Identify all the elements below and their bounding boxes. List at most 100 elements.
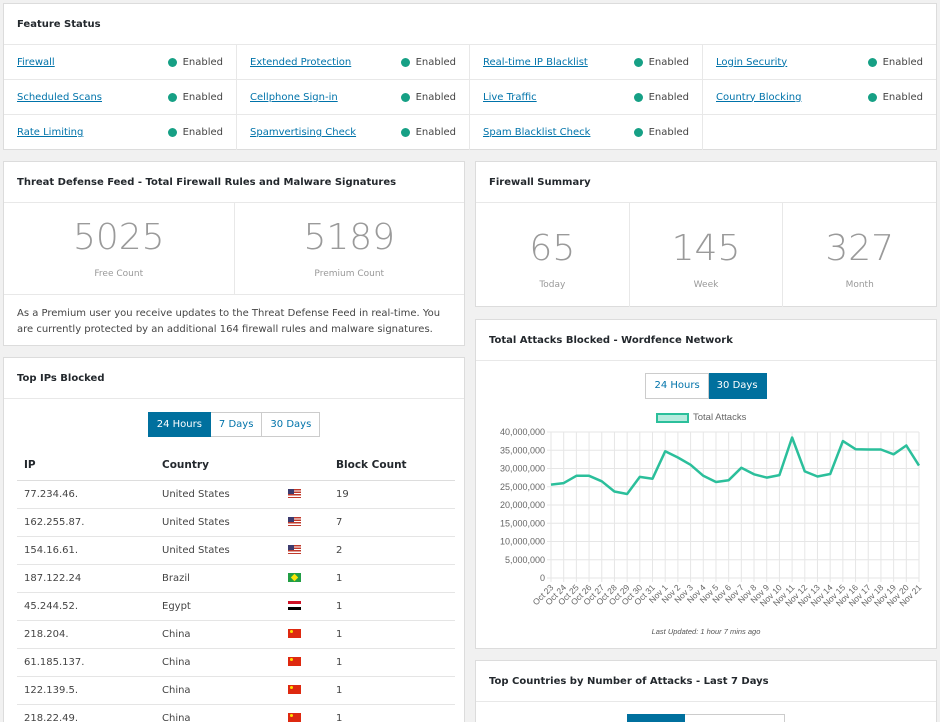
tab-24-hours[interactable]: 24 Hours	[147, 412, 211, 437]
today-label: Today	[539, 280, 566, 290]
feature-link-firewall[interactable]: Firewall	[17, 56, 55, 68]
feature-cellphone-sign-in: Cellphone Sign-in Enabled	[237, 80, 470, 115]
flag-cell	[281, 592, 329, 621]
data-point	[904, 444, 908, 448]
y-tick-label: 40,000,000	[500, 427, 545, 437]
country-cell: United States	[155, 480, 281, 509]
tab-7-days[interactable]: 7 Days	[210, 412, 263, 437]
premium-count-box: 5189 Premium Count	[233, 203, 465, 294]
ip-cell: 187.122.24	[17, 564, 155, 593]
threat-feed-counts: 5025 Free Count 5189 Premium Count	[4, 203, 464, 295]
premium-count-label: Premium Count	[314, 269, 385, 279]
ip-cell: 162.255.87.	[17, 508, 155, 537]
feature-extended-protection: Extended Protection Enabled	[237, 45, 470, 80]
tab-24-hours[interactable]: 24 Hours	[645, 373, 709, 399]
data-point	[866, 448, 870, 452]
week-label: Week	[693, 280, 719, 290]
feature-country-blocking: Country Blocking Enabled	[703, 80, 936, 115]
flag-cn-icon	[288, 657, 301, 666]
month-label: Month	[845, 280, 874, 290]
feature-link-live-traffic[interactable]: Live Traffic	[483, 91, 537, 103]
feature-link-cellphone-sign-in[interactable]: Cellphone Sign-in	[250, 91, 338, 103]
feature-link-rate-limiting[interactable]: Rate Limiting	[17, 127, 84, 138]
flag-column-header	[281, 451, 329, 481]
feature-real-time-ip-blacklist: Real-time IP Blacklist Enabled	[470, 45, 703, 80]
feature-link-spam-blacklist-check[interactable]: Spam Blacklist Check	[483, 127, 591, 138]
feature-link-scheduled-scans[interactable]: Scheduled Scans	[17, 91, 102, 103]
block-count-column-header: Block Count	[329, 451, 455, 481]
ip-cell: 218.204.	[17, 620, 155, 649]
status-dot-icon	[400, 128, 410, 137]
status-dot-icon	[633, 57, 643, 67]
data-point	[879, 448, 883, 452]
ip-cell: 45.244.52.	[17, 592, 155, 621]
table-row: 77.234.46. United States 19	[17, 480, 455, 509]
threat-feed-message: As a Premium user you receive updates to…	[17, 308, 441, 335]
flag-us-icon	[288, 545, 301, 554]
total-attacks-title: Total Attacks Blocked - Wordfence Networ…	[476, 320, 936, 361]
data-point	[574, 474, 578, 478]
data-point	[777, 473, 781, 477]
table-header-row: IP Country Block Count	[17, 451, 455, 481]
feature-link-country-blocking[interactable]: Country Blocking	[716, 91, 802, 103]
status-dot-icon	[867, 92, 877, 102]
y-tick-label: 5,000,000	[505, 555, 545, 565]
block-count-cell: 1	[329, 648, 455, 677]
tab-30-days[interactable]: 30 Days	[708, 373, 767, 399]
top-countries-tab-active[interactable]	[627, 714, 685, 722]
status-text: Enabled	[182, 127, 223, 138]
feature-login-security: Login Security Enabled	[703, 45, 936, 80]
country-cell: Egypt	[155, 592, 281, 621]
data-point	[765, 476, 769, 480]
top-countries-tab[interactable]	[685, 714, 785, 722]
status-text: Enabled	[648, 91, 689, 103]
status-text: Enabled	[415, 56, 456, 68]
y-tick-label: 0	[540, 573, 545, 583]
flag-cn-icon	[288, 629, 301, 638]
feature-link-extended-protection[interactable]: Extended Protection	[250, 56, 352, 68]
feature-firewall: Firewall Enabled	[4, 45, 237, 80]
week-stat: 145 Week	[628, 203, 783, 307]
y-tick-label: 30,000,000	[500, 464, 545, 474]
chart-legend[interactable]: Total Attacks	[656, 412, 746, 423]
ip-cell: 77.234.46.	[17, 480, 155, 509]
block-count-cell: 7	[329, 508, 455, 537]
country-cell: China	[155, 620, 281, 649]
feature-status-title: Feature Status	[4, 4, 936, 45]
data-point	[676, 456, 680, 460]
top-ips-table: IP Country Block Count 77.234.46. United …	[17, 451, 455, 722]
flag-eg-icon	[288, 601, 301, 610]
block-count-cell: 19	[329, 480, 455, 509]
flag-cell	[281, 480, 329, 509]
table-row: 45.244.52. Egypt 1	[17, 592, 455, 621]
data-point	[625, 492, 629, 496]
feature-link-real-time-ip-blacklist[interactable]: Real-time IP Blacklist	[483, 56, 588, 68]
y-tick-label: 25,000,000	[500, 482, 545, 492]
attacks-range-tabs: 24 Hours 30 Days	[476, 373, 936, 399]
firewall-summary-panel: Firewall Summary 65 Today 145 Week 327 M…	[475, 161, 937, 307]
status-text: Enabled	[415, 91, 456, 103]
feature-status-country-blocking: Enabled	[867, 92, 923, 103]
feature-status-live-traffic: Enabled	[633, 91, 689, 103]
feature-link-spamvertising-check[interactable]: Spamvertising Check	[250, 127, 357, 138]
feature-status-rate-limiting: Enabled	[167, 127, 223, 138]
block-count-cell: 1	[329, 592, 455, 621]
status-text: Enabled	[182, 56, 223, 68]
table-row: 162.255.87. United States 7	[17, 508, 455, 537]
table-row: 218.22.49. China 1	[17, 704, 455, 722]
ip-cell: 61.185.137.	[17, 648, 155, 677]
country-cell: China	[155, 704, 281, 722]
tab-30-days[interactable]: 30 Days	[262, 412, 321, 437]
series-line-total-attacks	[550, 436, 921, 496]
block-count-cell: 1	[329, 620, 455, 649]
flag-cell	[281, 620, 329, 649]
status-dot-icon	[400, 92, 410, 102]
top-ips-rows: 77.234.46. United States 19 162.255.87. Unit…	[17, 480, 455, 722]
data-point	[638, 475, 642, 479]
feature-link-login-security[interactable]: Login Security	[716, 56, 788, 68]
total-attacks-chart: 0 5,000,000 10,000,000 15,000,000 20,000,000…	[500, 427, 924, 608]
status-dot-icon	[633, 92, 643, 102]
top-countries-title: Top Countries by Number of Attacks - Las…	[476, 661, 936, 702]
y-tick-label: 35,000,000	[500, 445, 545, 455]
status-dot-icon	[167, 128, 177, 137]
